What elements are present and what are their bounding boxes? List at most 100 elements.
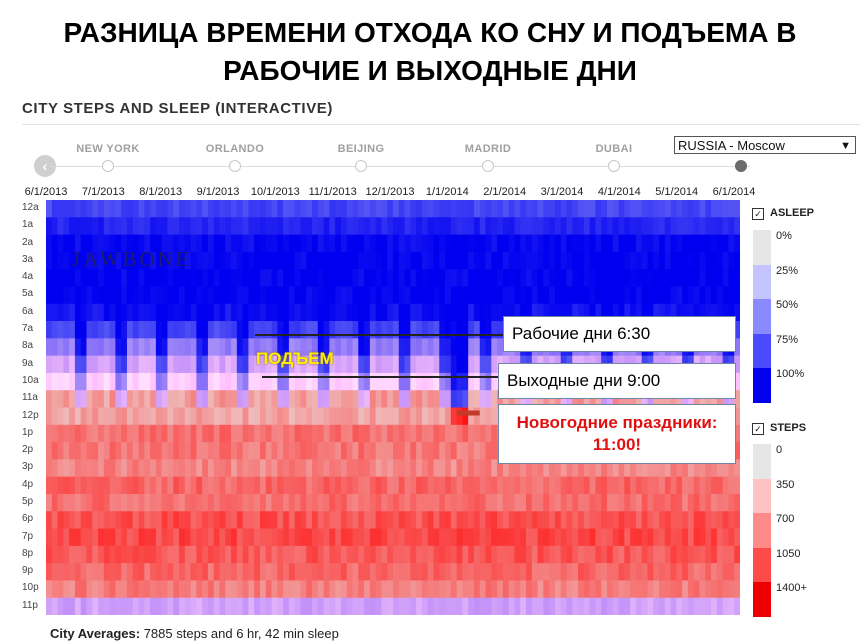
- sleep-steps-heatmap[interactable]: [46, 200, 740, 615]
- city-label-beijing[interactable]: BEIJING: [337, 143, 385, 155]
- heatmap-cell: [716, 597, 724, 615]
- heatmap-cell: [167, 321, 174, 339]
- heatmap-cell: [98, 321, 105, 339]
- heatmap-cell: [705, 217, 712, 235]
- heatmap-cell: [150, 563, 157, 581]
- heatmap-cell: [473, 372, 481, 391]
- city-label-orlando[interactable]: ORLANDO: [205, 143, 265, 155]
- heatmap-cell: [167, 286, 174, 305]
- heatmap-cell: [393, 303, 400, 322]
- heatmap-cell: [352, 269, 359, 287]
- heatmap-cell: [265, 511, 272, 529]
- heatmap-cell: [554, 217, 562, 235]
- heatmap-cell: [549, 511, 556, 529]
- heatmap-cell: [115, 511, 122, 529]
- city-dot-dubai[interactable]: [608, 160, 620, 172]
- heatmap-cell: [121, 303, 128, 322]
- city-dot-beijing[interactable]: [355, 160, 367, 172]
- heatmap-cell: [520, 528, 527, 547]
- heatmap-cell: [312, 355, 319, 374]
- heatmap-cell: [421, 442, 429, 460]
- heatmap-cell: [294, 407, 301, 426]
- heatmap-cell: [549, 217, 556, 235]
- asleep-legend-title[interactable]: ✓ ASLEEP: [752, 207, 814, 220]
- city-dot-orlando[interactable]: [229, 160, 241, 172]
- heatmap-cell: [346, 580, 353, 599]
- heatmap-cell: [184, 442, 191, 460]
- heatmap-cell: [121, 200, 128, 218]
- heatmap-cell: [358, 442, 365, 460]
- heatmap-cell: [213, 407, 220, 426]
- checkmark-icon[interactable]: ✓: [752, 208, 764, 220]
- heatmap-cell: [456, 269, 463, 287]
- heatmap-cell: [635, 493, 643, 512]
- city-dot-madrid[interactable]: [482, 160, 494, 172]
- heatmap-cell: [300, 251, 307, 270]
- heatmap-cell: [699, 545, 706, 564]
- heatmap-cell: [502, 269, 510, 287]
- heatmap-cell: [699, 528, 706, 547]
- heatmap-cell: [271, 424, 278, 443]
- heatmap-cell: [398, 442, 405, 460]
- heatmap-cell: [98, 251, 105, 270]
- heatmap-cell: [306, 424, 313, 443]
- heatmap-cell: [317, 269, 324, 287]
- heatmap-cell: [213, 511, 220, 529]
- heatmap-cell: [265, 493, 272, 512]
- heatmap-cell: [115, 338, 122, 357]
- heatmap-cell: [381, 597, 388, 615]
- steps-legend-title[interactable]: ✓ STEPS: [752, 422, 806, 435]
- city-label-new-york[interactable]: NEW YORK: [76, 143, 140, 155]
- chevron-left-icon[interactable]: ‹: [34, 155, 56, 177]
- heatmap-cell: [103, 269, 111, 287]
- heatmap-cell: [566, 286, 573, 305]
- heatmap-cell: [202, 459, 209, 478]
- heatmap-cell: [393, 407, 400, 426]
- heatmap-cell: [225, 269, 232, 287]
- city-label-dubai[interactable]: DUBAI: [595, 143, 633, 155]
- legend-swatch: [753, 444, 771, 479]
- heatmap-cell: [167, 251, 174, 270]
- heatmap-cell: [277, 511, 284, 529]
- heatmap-cell: [526, 251, 533, 270]
- heatmap-cell: [277, 269, 284, 287]
- heatmap-cell: [682, 511, 689, 529]
- heatmap-cell: [398, 493, 405, 512]
- heatmap-cell: [676, 580, 683, 599]
- heatmap-cell: [445, 200, 452, 218]
- city-dot-selected[interactable]: [735, 160, 747, 172]
- heatmap-cell: [450, 321, 458, 339]
- heatmap-cell: [213, 390, 220, 408]
- heatmap-cell: [352, 303, 359, 322]
- heatmap-cell: [190, 200, 197, 218]
- heatmap-cell: [676, 545, 683, 564]
- heatmap-cell: [375, 459, 382, 478]
- heatmap-cell: [653, 563, 660, 581]
- heatmap-cell: [456, 251, 463, 270]
- heatmap-cell: [109, 321, 116, 339]
- heatmap-cell: [508, 511, 515, 529]
- heatmap-cell: [497, 390, 504, 408]
- heatmap-cell: [526, 459, 533, 478]
- heatmap-cell: [364, 407, 371, 426]
- heatmap-cell: [473, 321, 481, 339]
- heatmap-cell: [236, 442, 244, 460]
- heatmap-cell: [80, 269, 87, 287]
- city-dot-new-york[interactable]: [102, 160, 114, 172]
- heatmap-cell: [236, 200, 244, 218]
- checkmark-icon[interactable]: ✓: [752, 423, 764, 435]
- heatmap-cell: [734, 511, 740, 529]
- heatmap-cell: [589, 528, 596, 547]
- heatmap-cell: [306, 407, 313, 426]
- city-select[interactable]: RUSSIA - Moscow ▼: [674, 136, 856, 154]
- city-label-madrid[interactable]: MADRID: [464, 143, 512, 155]
- heatmap-cell: [265, 321, 272, 339]
- heatmap-cell: [387, 442, 394, 460]
- heatmap-cell: [202, 528, 209, 547]
- heatmap-cell: [184, 200, 191, 218]
- heatmap-cell: [364, 580, 371, 599]
- heatmap-cell: [659, 597, 666, 615]
- heatmap-cell: [144, 407, 151, 426]
- heatmap-cell: [294, 442, 301, 460]
- heatmap-cell: [508, 390, 515, 408]
